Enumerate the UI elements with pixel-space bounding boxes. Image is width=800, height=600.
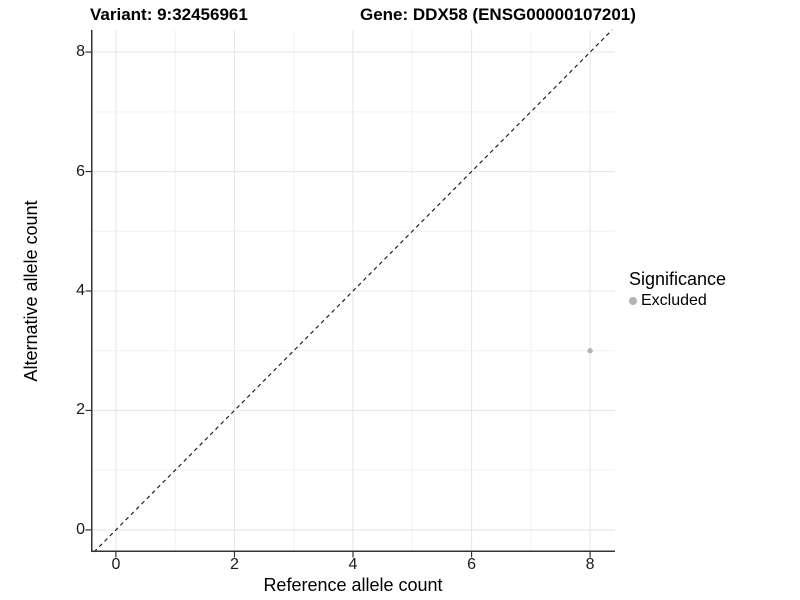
y-tick-label: 6	[76, 162, 85, 180]
x-axis-title: Reference allele count	[263, 575, 443, 595]
legend-point-icon	[629, 297, 637, 305]
y-tick-label: 8	[76, 43, 85, 61]
legend-item-label: Excluded	[641, 292, 707, 309]
plot-panel	[85, 29, 615, 558]
x-tick-label: 0	[111, 556, 121, 573]
y-tick-label: 4	[76, 282, 85, 299]
y-tick-label: 2	[76, 401, 85, 419]
legend-title: Significance	[629, 269, 727, 289]
x-tick-label: 6	[467, 556, 476, 573]
x-tick-label: 2	[229, 556, 239, 573]
plot-title-variant: Variant: 9:32456961	[90, 5, 248, 24]
plot-title-gene: Gene: DDX58 (ENSG00000107201)	[360, 5, 636, 24]
y-tick-label: 0	[76, 520, 85, 538]
x-tick-label: 8	[585, 556, 595, 573]
x-tick-label: 4	[348, 556, 358, 573]
y-axis-title: Alternative allele count	[21, 200, 41, 382]
legend-item-excluded: Excluded	[629, 292, 726, 310]
identity-reference-line	[93, 29, 613, 553]
data-point	[587, 348, 593, 354]
legend: Significance Excluded	[629, 269, 726, 310]
